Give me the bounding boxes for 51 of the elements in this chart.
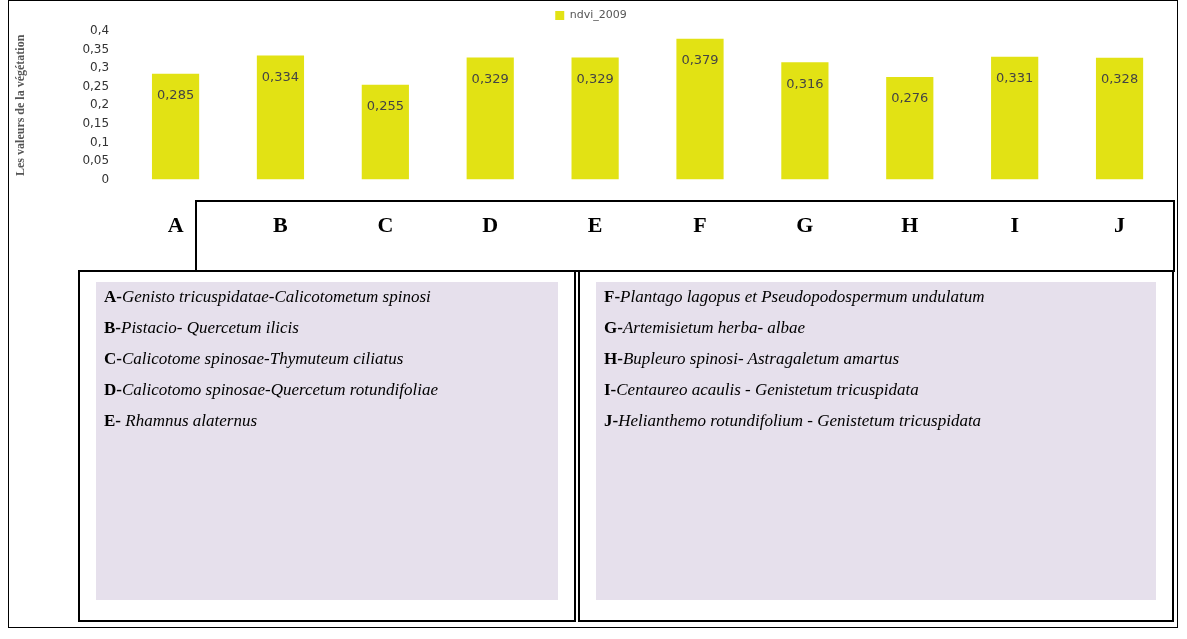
bar [781, 62, 829, 180]
bar [676, 38, 724, 180]
bar [466, 57, 514, 180]
data-label: 0,316 [786, 75, 824, 91]
legend-label: ndvi_2009 [569, 8, 627, 22]
x-tick-label: C [377, 212, 394, 238]
bar [886, 77, 934, 180]
bar [991, 56, 1039, 180]
data-label: 0,379 [681, 52, 719, 68]
y-tick-label: 0,35 [82, 41, 110, 56]
y-tick-label: 0,4 [90, 23, 110, 38]
text: J-Helianthemo rotundifolium - Genistetum tricuspidata [604, 411, 982, 430]
x-tick-label: G [796, 212, 814, 238]
x-tick-label: E [587, 212, 603, 238]
y-axis-title: Les valeurs de la végétation [13, 34, 28, 176]
x-tick-label: I [1010, 212, 1019, 238]
data-label: 0,328 [1100, 71, 1139, 87]
data-label: 0,329 [576, 70, 614, 86]
data-label: 0,331 [996, 70, 1034, 86]
x-tick-label: F [693, 212, 707, 238]
text: I-Centaureo acaulis - Genistetum tricuspidata [604, 380, 919, 399]
data-label: 0,329 [471, 70, 509, 86]
text: H-Bupleuro spinosi- Astragaletum amartus [604, 349, 900, 368]
text: A-Genisto tricuspidatae-Calicotometum spinosi [104, 287, 431, 306]
text: B-Pistacio- Quercetum ilicis [104, 318, 299, 337]
bar [256, 55, 305, 180]
y-tick-label: 0,25 [82, 78, 110, 93]
bar [361, 84, 409, 180]
y-tick-label: 0,3 [90, 60, 110, 75]
text: E- Rhamnus alaternus [104, 411, 257, 430]
y-tick-label: 0,05 [82, 153, 110, 168]
text: G-Artemisietum herba- albae [604, 318, 806, 337]
data-label: 0,334 [261, 68, 300, 84]
data-label: 0,276 [891, 90, 929, 106]
y-tick-label: 0 [101, 171, 110, 186]
x-tick-label: H [901, 212, 919, 238]
x-tick-label: J [1114, 212, 1126, 238]
text: C-Calicotome spinosae-Thymuteum ciliatus [104, 349, 404, 368]
x-tick-label: B [273, 212, 289, 238]
y-tick-label: 0,1 [90, 134, 110, 149]
bar [151, 73, 200, 180]
y-tick-label: 0,15 [82, 116, 110, 130]
data-label: 0,285 [156, 87, 195, 103]
bar [571, 57, 619, 180]
data-label: 0,255 [366, 98, 404, 114]
bar [1095, 57, 1144, 180]
x-tick-label: A [167, 212, 184, 238]
text: F-Plantago lagopus et Pseudopodospermum undulatum [604, 287, 985, 306]
x-tick-label: D [482, 212, 499, 238]
y-tick-label: 0,2 [90, 97, 110, 112]
text: D-Calicotomo spinosae-Quercetum rotundifoliae [104, 380, 438, 399]
